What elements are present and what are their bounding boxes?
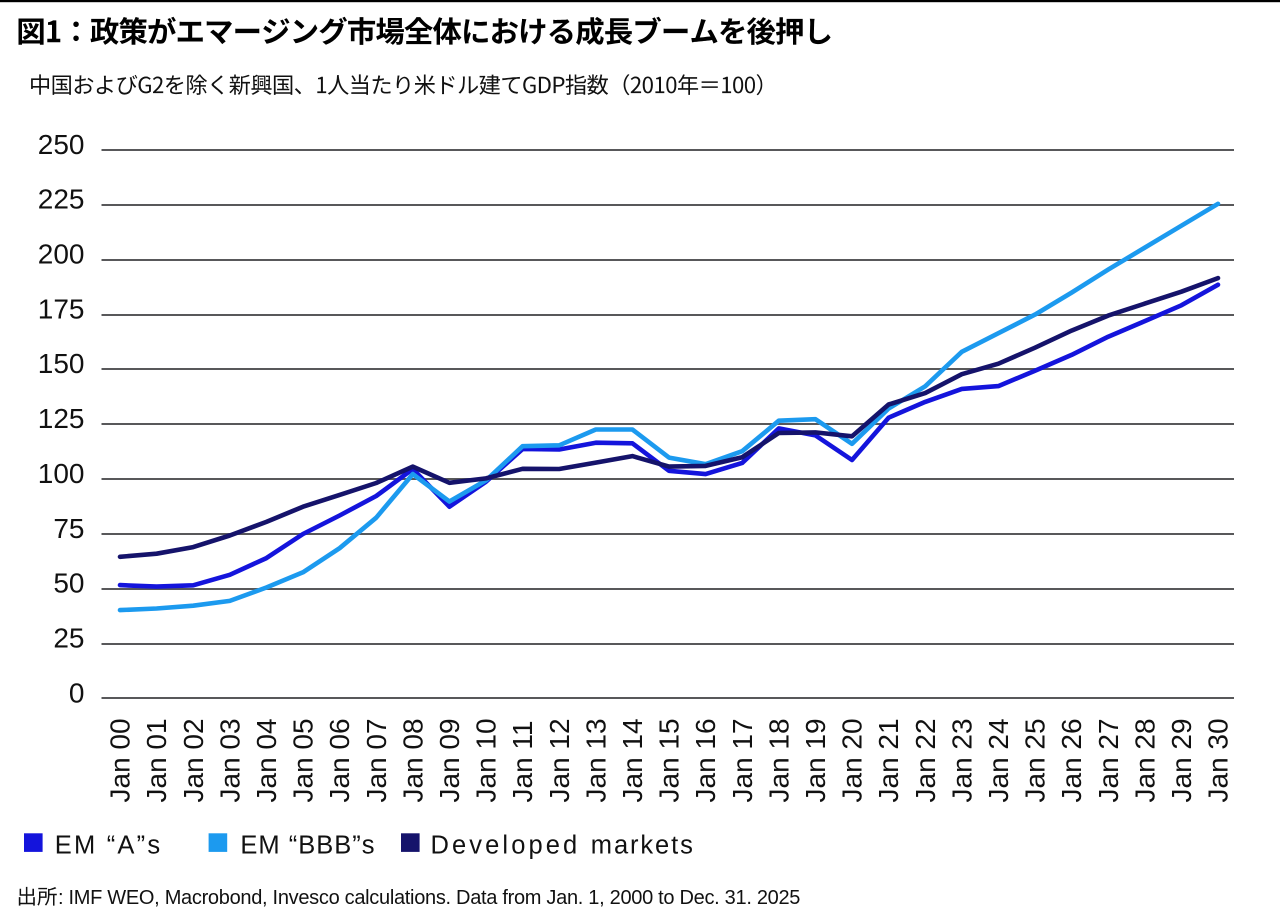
svg-text:200: 200	[38, 239, 85, 270]
svg-text:Jan 13: Jan 13	[580, 718, 611, 802]
svg-text:Developed: Developed	[431, 832, 581, 860]
svg-text:75: 75	[53, 513, 84, 544]
svg-text:Jan 03: Jan 03	[214, 718, 245, 802]
svg-text:125: 125	[38, 403, 85, 434]
svg-text:Jan 02: Jan 02	[178, 718, 209, 802]
svg-text:Jan 10: Jan 10	[471, 718, 502, 802]
svg-text:150: 150	[38, 348, 85, 379]
svg-text:EM “BBB”s: EM “BBB”s	[240, 832, 375, 860]
svg-text:Jan 28: Jan 28	[1129, 718, 1160, 802]
svg-text:markets: markets	[591, 832, 695, 860]
svg-text:25: 25	[53, 622, 84, 653]
svg-text:Jan 07: Jan 07	[361, 718, 392, 802]
svg-text:Jan 11: Jan 11	[507, 721, 538, 803]
svg-text:0: 0	[69, 677, 85, 708]
svg-text:Jan 00: Jan 00	[105, 718, 136, 802]
svg-text:Jan 30: Jan 30	[1203, 718, 1234, 802]
svg-text:: IMF WEO, Macrobond, Invesco: : IMF WEO, Macrobond, Invesco calculatio…	[58, 887, 800, 909]
svg-text:Jan 15: Jan 15	[654, 718, 685, 802]
svg-text:Jan 29: Jan 29	[1166, 718, 1197, 802]
svg-text:Jan 17: Jan 17	[727, 718, 758, 802]
svg-text:Jan 24: Jan 24	[983, 718, 1014, 802]
svg-text:175: 175	[38, 293, 85, 324]
svg-text:Jan 26: Jan 26	[1056, 718, 1087, 802]
svg-text:Jan 27: Jan 27	[1093, 718, 1124, 802]
svg-text:250: 250	[38, 129, 85, 160]
svg-text:Jan 09: Jan 09	[434, 718, 465, 802]
svg-text:Jan 01: Jan 01	[141, 718, 172, 802]
svg-text:Jan 21: Jan 21	[873, 718, 904, 802]
svg-text:Jan 05: Jan 05	[288, 718, 319, 802]
svg-text:225: 225	[38, 184, 85, 215]
svg-text:Jan 25: Jan 25	[1020, 718, 1051, 802]
svg-text:Jan 20: Jan 20	[837, 718, 868, 802]
svg-text:EM “A”s: EM “A”s	[55, 832, 162, 860]
svg-text:100: 100	[38, 458, 85, 489]
svg-text:Jan 18: Jan 18	[763, 718, 794, 802]
svg-text:50: 50	[53, 568, 84, 599]
svg-text:Jan 22: Jan 22	[910, 718, 941, 802]
svg-text:Jan 14: Jan 14	[617, 718, 648, 802]
svg-text:Jan 06: Jan 06	[324, 718, 355, 802]
svg-text:Jan 08: Jan 08	[397, 718, 428, 802]
svg-text:Jan 16: Jan 16	[690, 718, 721, 802]
svg-text:Jan 19: Jan 19	[800, 718, 831, 802]
svg-text:Jan 12: Jan 12	[544, 718, 575, 802]
svg-text:Jan 23: Jan 23	[946, 718, 977, 802]
svg-text:Jan 04: Jan 04	[251, 718, 282, 802]
